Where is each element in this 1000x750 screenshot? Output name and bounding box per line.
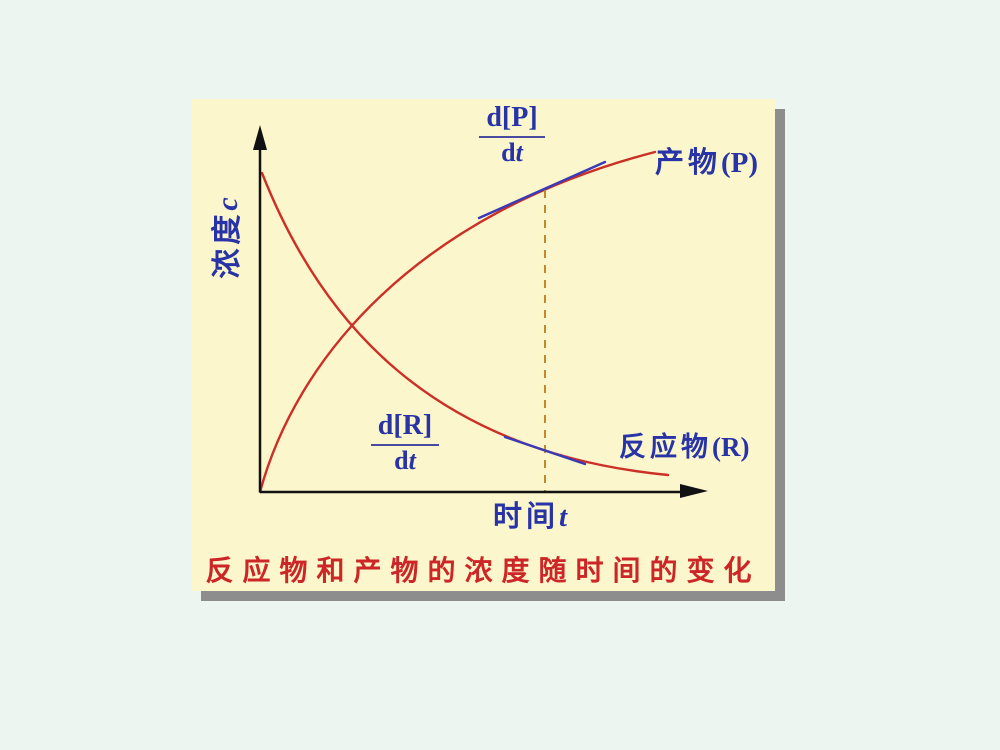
product-symbol: (P) bbox=[721, 147, 759, 179]
reactant-tangent-line bbox=[503, 435, 587, 466]
reactant-curve-label: 反应物(R) bbox=[619, 425, 749, 464]
x-axis-variable: t bbox=[559, 501, 568, 533]
product-rate-numerator: d[P] bbox=[479, 101, 545, 138]
rate-t-variable: t bbox=[515, 138, 523, 167]
product-tangent-line bbox=[477, 160, 607, 220]
rate-d: d bbox=[394, 446, 409, 475]
reactant-name: 反应物 bbox=[619, 432, 712, 462]
x-axis-arrowhead bbox=[680, 484, 708, 498]
y-axis-label-text: 浓度 bbox=[211, 210, 244, 279]
reactant-rate-numerator: d[R] bbox=[370, 409, 440, 446]
y-axis-arrowhead bbox=[253, 125, 267, 150]
plot-canvas bbox=[253, 125, 708, 498]
figure-caption: 反应物和产物的浓度随时间的变化 bbox=[205, 556, 761, 587]
rate-t-variable: t bbox=[408, 446, 416, 475]
figure-panel: 浓度c d[P] dt 产物(P) d[R] dt 反应物(R) 时间t bbox=[191, 99, 775, 591]
product-name: 产物 bbox=[655, 147, 722, 179]
product-rate-denominator: dt bbox=[464, 138, 560, 168]
reactant-rate-denominator: dt bbox=[357, 446, 453, 476]
product-curve bbox=[258, 150, 657, 494]
x-axis-label-text: 时间 bbox=[493, 501, 560, 533]
reactant-curve bbox=[260, 171, 670, 477]
product-rate-label: d[P] dt bbox=[464, 101, 560, 168]
x-axis-label: 时间t bbox=[493, 493, 567, 535]
product-curve-label: 产物(P) bbox=[655, 139, 758, 181]
y-axis-variable: c bbox=[211, 191, 244, 211]
reactant-symbol: (R) bbox=[712, 432, 750, 462]
rate-d: d bbox=[501, 138, 516, 167]
reactant-rate-label: d[R] dt bbox=[357, 409, 453, 476]
y-axis-label: 浓度c bbox=[210, 135, 246, 335]
